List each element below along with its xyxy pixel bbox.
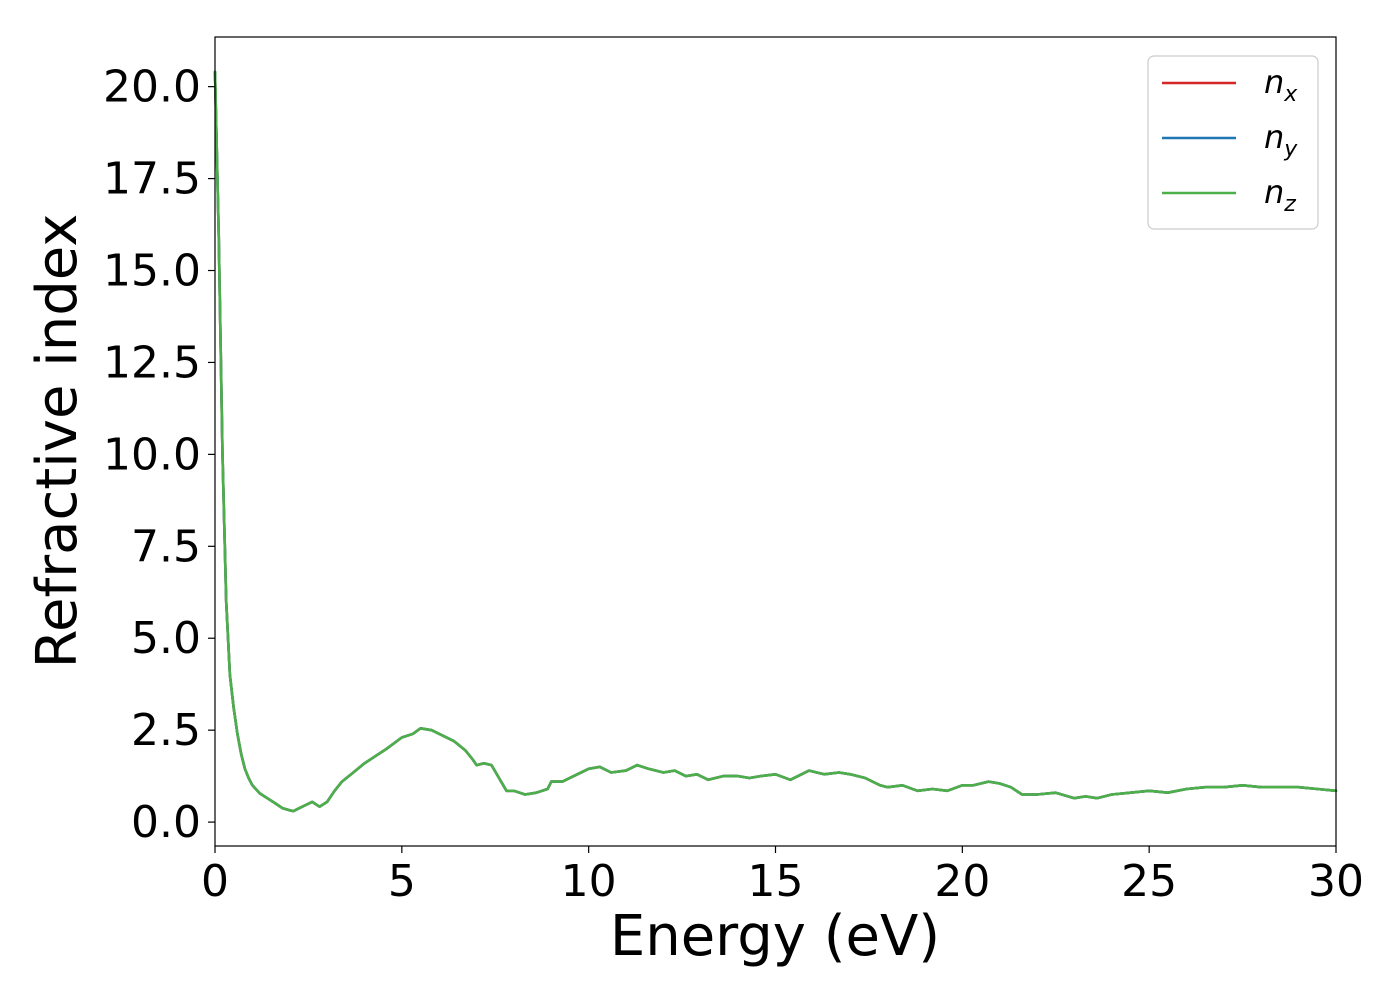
x-tick-label: 15: [748, 856, 804, 907]
y-tick-label: 5.0: [131, 613, 201, 664]
y-tick-label: 2.5: [131, 705, 201, 756]
y-axis-ticks: 0.0 2.5 5.0 7.5 10.0 12.5 15.0 17.5 20.0: [103, 62, 215, 848]
x-axis-ticks: 0 5 10 15 20 25 30: [201, 846, 1364, 907]
x-axis-title: Energy (eV): [610, 904, 940, 969]
y-tick-label: 15.0: [103, 246, 201, 297]
x-tick-label: 5: [388, 856, 416, 907]
y-tick-label: 17.5: [103, 154, 201, 205]
y-axis-title: Refractive index: [25, 214, 90, 669]
y-tick-label: 7.5: [131, 521, 201, 572]
x-tick-label: 25: [1121, 856, 1177, 907]
x-tick-label: 10: [561, 856, 617, 907]
x-tick-label: 0: [201, 856, 229, 907]
series-layer: [213, 70, 1338, 813]
y-tick-label: 20.0: [103, 62, 201, 113]
y-tick-label: 10.0: [103, 429, 201, 480]
legend-box: [1147, 55, 1319, 230]
x-tick-label: 30: [1308, 856, 1364, 907]
y-tick-label: 0.0: [131, 797, 201, 848]
y-tick-label: 12.5: [103, 337, 201, 388]
series-line-n-z: [213, 70, 1338, 813]
x-tick-label: 20: [934, 856, 990, 907]
